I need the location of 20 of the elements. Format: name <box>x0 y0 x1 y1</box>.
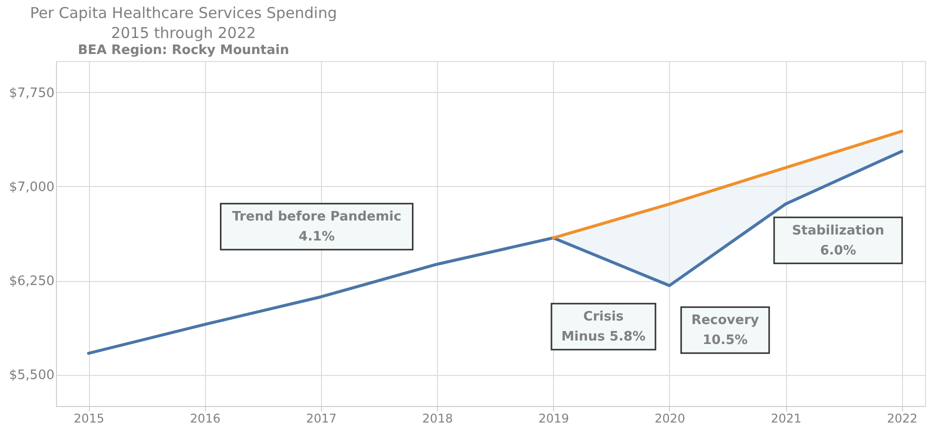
annotation: Stabilization 6.0% <box>792 223 884 258</box>
y-tick-label: $5,500 <box>9 368 54 384</box>
y-tick-label: $6,250 <box>9 274 54 290</box>
line-series <box>552 130 904 240</box>
annotation: Trend before Pandemic 4.1% <box>232 210 402 245</box>
chart-title: Per Capita Healthcare Services Spending 2015 through 2022 <box>30 4 337 42</box>
x-tick-label: 2021 <box>770 412 802 426</box>
y-tick-label: $7,000 <box>9 180 54 195</box>
annotation: Recovery 10.5% <box>691 313 760 348</box>
x-tick-label: 2020 <box>654 412 686 426</box>
line-series <box>87 150 904 355</box>
x-tick-label: 2015 <box>74 412 104 426</box>
x-tick-label: 2019 <box>538 412 570 426</box>
x-tick-label: 2017 <box>306 412 337 426</box>
y-tick-label: $7,750 <box>9 86 54 101</box>
x-tick-label: 2018 <box>422 412 453 426</box>
x-tick-label: 2016 <box>190 412 220 426</box>
annotation: Crisis Minus 5.8% <box>561 310 646 345</box>
x-tick-label: 2022 <box>886 412 918 426</box>
chart-subtitle: BEA Region: Rocky Mountain <box>78 43 290 58</box>
